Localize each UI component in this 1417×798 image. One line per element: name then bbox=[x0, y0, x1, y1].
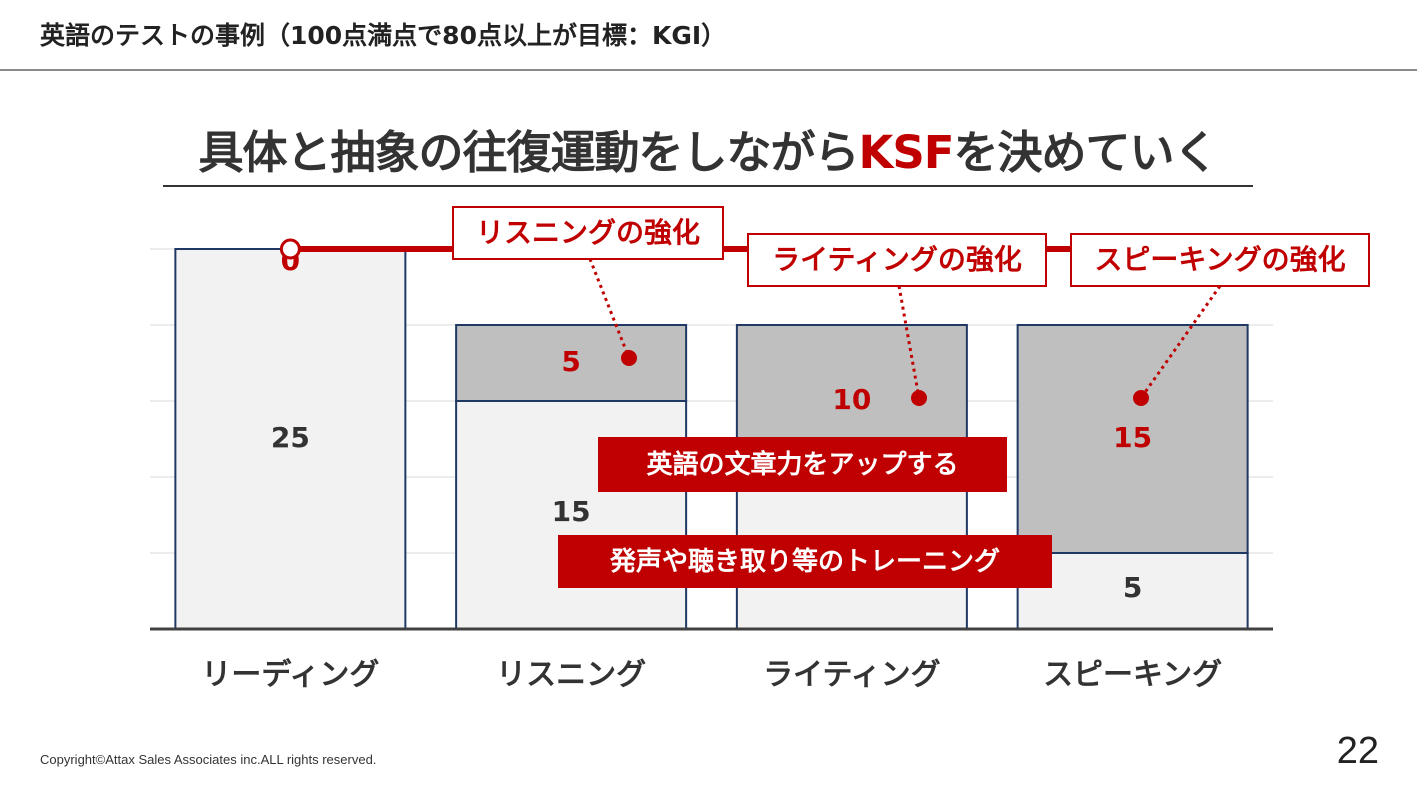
slide-title: 英語のテストの事例（100点満点で80点以上が目標：KGI） bbox=[40, 21, 727, 50]
base-value-label: 15 bbox=[552, 495, 591, 528]
headline-main: 具体と抽象の往復運動をしながら bbox=[198, 126, 859, 179]
title-divider bbox=[0, 69, 1417, 71]
category-label: スピーキング bbox=[1043, 658, 1222, 693]
callout-text: ライティングの強化 bbox=[772, 243, 1022, 276]
callout-leader bbox=[1139, 285, 1222, 399]
base-value-label: 25 bbox=[271, 421, 310, 454]
banner-box bbox=[558, 535, 1052, 588]
callout-box bbox=[747, 233, 1047, 287]
callout-box bbox=[1070, 233, 1370, 287]
headline-accent: KSF bbox=[858, 126, 954, 179]
callout-dot bbox=[621, 350, 637, 366]
banner-text: 英語の文章力をアップする bbox=[646, 449, 958, 480]
category-label: ライティング bbox=[763, 658, 941, 693]
category-label: リスニング bbox=[496, 658, 646, 693]
callout-dot bbox=[1133, 390, 1149, 406]
callout-leader bbox=[897, 285, 921, 399]
callout-text: スピーキングの強化 bbox=[1094, 243, 1345, 276]
target-marker bbox=[279, 238, 301, 260]
bar-base bbox=[1016, 552, 1249, 630]
page-number: 22 bbox=[1336, 730, 1379, 772]
callout-dot bbox=[911, 390, 927, 406]
bar-gain bbox=[455, 324, 688, 402]
bar-gain bbox=[1016, 324, 1249, 554]
gain-value-label: 5 bbox=[561, 345, 580, 378]
gain-value-label: 10 bbox=[832, 383, 871, 416]
copyright-footer: Copyright©Attax Sales Associates inc.ALL… bbox=[40, 752, 377, 767]
callout-text: リスニングの強化 bbox=[476, 216, 700, 249]
base-value-label: 5 bbox=[1123, 571, 1142, 604]
banner-box bbox=[598, 437, 1007, 492]
callout-box bbox=[452, 206, 724, 260]
category-label: リーディング bbox=[201, 658, 379, 693]
headline: 具体と抽象の往復運動をしながらKSFを決めていく bbox=[163, 116, 1253, 187]
banner-text: 発声や聴き取り等のトレーニング bbox=[609, 546, 1000, 577]
gain-value-label: 15 bbox=[1113, 421, 1152, 454]
headline-end: を決めていく bbox=[953, 126, 1219, 179]
